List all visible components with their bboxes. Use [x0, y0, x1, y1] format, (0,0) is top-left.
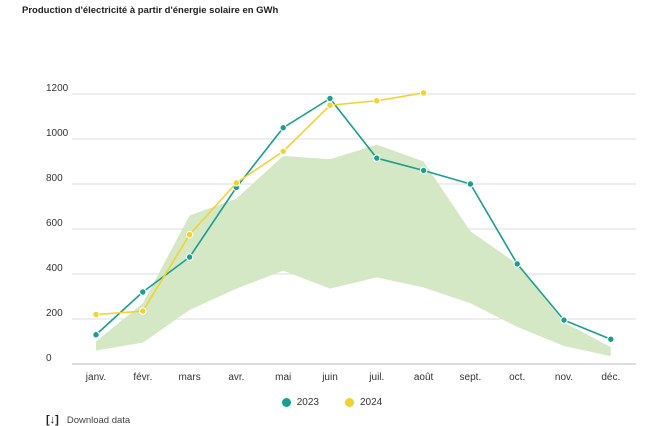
- legend-item-2023[interactable]: 2023: [281, 397, 319, 408]
- y-tick-label-600: 600: [46, 218, 63, 229]
- x-axis: janv. févr. mars avr. mai juin juil. août sept. o…: [85, 372, 620, 383]
- y-tick-label-1200: 1200: [46, 83, 69, 94]
- x-tick-label-12: déc.: [601, 372, 620, 383]
- data-point-2024-févr.: [139, 307, 147, 315]
- x-tick-label-11: nov.: [555, 372, 573, 383]
- download-data-link[interactable]: [↓] Download data: [46, 414, 130, 426]
- line-chart: janv. févr. mars avr. mai juin juil. août sept. o…: [46, 83, 636, 383]
- x-tick-label-2: févr.: [133, 372, 152, 383]
- x-tick-label-6: juin: [321, 372, 338, 383]
- legend: 2023 2024: [0, 397, 664, 408]
- data-point-2024-janv.: [92, 310, 100, 319]
- y-tick-label-800: 800: [46, 173, 63, 184]
- band-layer: [96, 144, 611, 357]
- x-tick-label-8: août: [414, 372, 434, 383]
- legend-label-2024: 2024: [360, 397, 383, 408]
- data-point-2024-avr.: [232, 179, 241, 187]
- x-tick-label-10: oct.: [509, 372, 525, 383]
- download-icon: [↓]: [46, 414, 59, 426]
- series-line-2024: [95, 92, 424, 316]
- x-tick-label-1: janv.: [85, 372, 106, 383]
- data-point-2023-juin: [326, 94, 334, 103]
- y-axis: 0 200 400 600 800 1000 1200: [46, 83, 69, 364]
- chart-title: Production d'électricité à partir d'éner…: [22, 5, 279, 16]
- data-point-2023-mai: [279, 124, 287, 132]
- data-point-2023-oct.: [513, 260, 521, 268]
- data-point-2024-mai: [279, 147, 287, 156]
- data-point-2023-janv.: [92, 331, 100, 339]
- series-layer: [92, 89, 615, 343]
- data-point-2023-mars: [185, 253, 194, 261]
- series-line-2023: [95, 97, 612, 340]
- download-label: Download data: [66, 414, 131, 426]
- range-band-area: [96, 144, 611, 357]
- x-tick-label-3: mars: [178, 372, 200, 383]
- legend-label-2023: 2023: [296, 397, 319, 408]
- legend-dot-2023: [281, 398, 291, 407]
- data-point-2023-août: [419, 166, 428, 175]
- x-tick-label-5: mai: [275, 372, 291, 383]
- y-tick-label-400: 400: [46, 263, 63, 274]
- legend-dot-2024: [345, 398, 354, 407]
- data-point-2024-juil.: [373, 97, 381, 105]
- data-point-2024-août: [419, 89, 428, 97]
- data-point-2023-nov.: [560, 316, 568, 324]
- y-tick-label-200: 200: [46, 308, 63, 319]
- data-point-2023-sept.: [466, 180, 475, 188]
- data-point-2024-mars: [185, 230, 194, 239]
- y-tick-label-1000: 1000: [46, 128, 69, 139]
- data-point-2024-juin: [326, 101, 334, 109]
- x-tick-label-9: sept.: [460, 372, 482, 383]
- x-tick-label-7: juil.: [368, 372, 384, 383]
- data-point-2023-févr.: [139, 288, 147, 296]
- y-tick-label-0: 0: [46, 353, 52, 364]
- x-tick-label-4: avr.: [228, 372, 244, 383]
- legend-item-2024[interactable]: 2024: [345, 397, 382, 408]
- data-point-2023-déc.: [607, 335, 615, 343]
- data-point-2023-juil.: [373, 154, 381, 162]
